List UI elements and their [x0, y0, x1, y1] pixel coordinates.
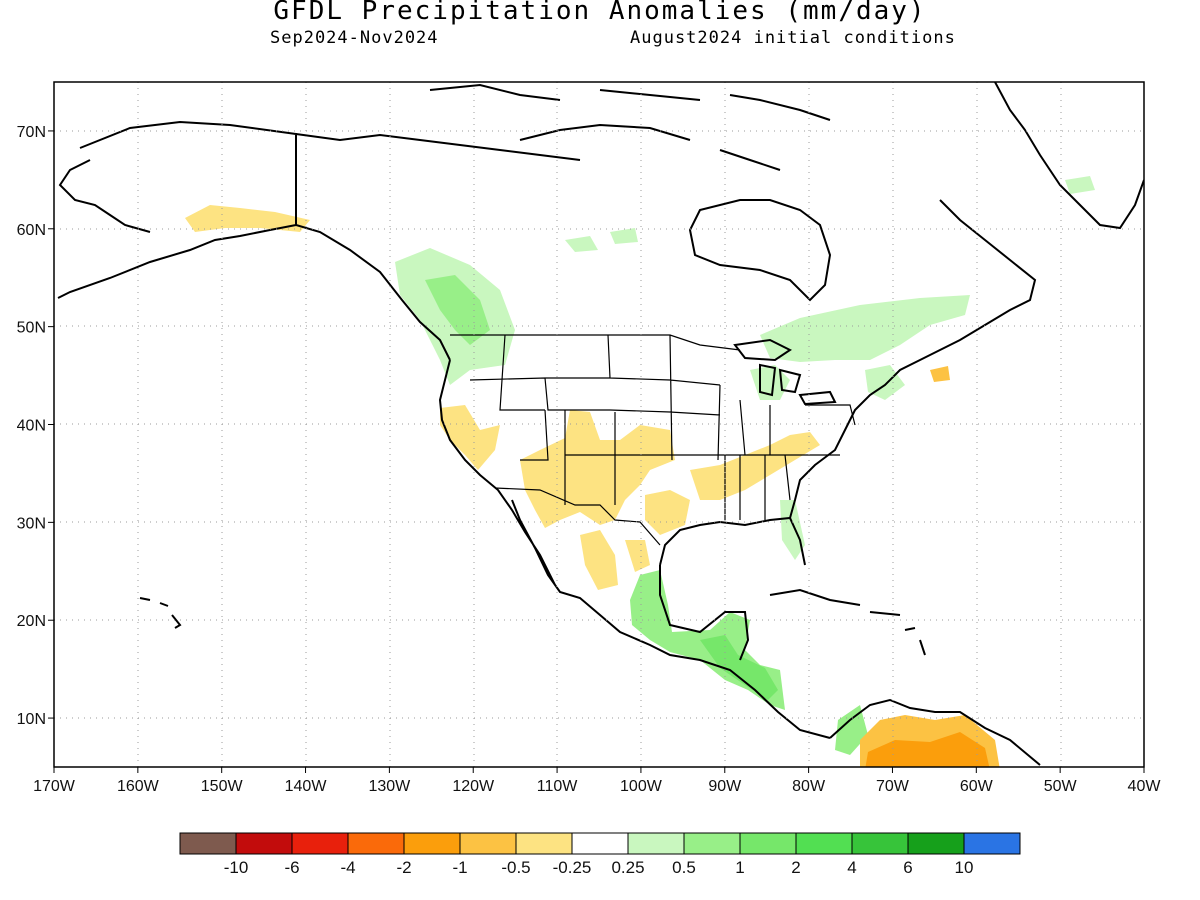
wet-area-southern-canada — [760, 295, 970, 362]
anomaly-shading — [185, 176, 1095, 767]
colorbar-label: 4 — [847, 858, 856, 877]
map-title: GFDL Precipitation Anomalies (mm/day) — [273, 0, 927, 26]
colorbar-label: 0.5 — [672, 858, 696, 877]
y-tick-label: 50N — [17, 320, 46, 337]
colorbar-label: 10 — [955, 858, 974, 877]
colorbar-swatch — [683, 832, 741, 855]
colorbar-label: 0.25 — [611, 858, 644, 877]
dry-area-southern-plains — [645, 490, 690, 535]
wet-area-nunavut — [610, 228, 638, 244]
caribbean-islands — [769, 588, 926, 656]
y-tick-label: 10N — [17, 711, 46, 728]
x-tick-label: 60W — [960, 778, 994, 795]
longitude-axis: 170W 160W 150W 140W 130W 120W 110W 100W 90W 80W 70… — [33, 767, 1161, 795]
colorbar-swatch — [851, 832, 909, 855]
arctic-islands — [429, 83, 831, 171]
colorbar-swatch — [515, 832, 573, 855]
y-tick-label: 20N — [17, 613, 46, 630]
dry-area-california — [440, 405, 500, 470]
colorbar-swatch — [627, 832, 685, 855]
state-lines — [469, 334, 856, 520]
colorbar-swatch — [235, 832, 293, 855]
x-tick-label: 140W — [285, 778, 328, 795]
colorbar-label: -10 — [224, 858, 249, 877]
y-tick-label: 40N — [17, 418, 46, 435]
y-tick-label: 60N — [17, 222, 46, 239]
colorbar-label: 2 — [791, 858, 800, 877]
x-tick-label: 130W — [368, 778, 411, 795]
colorbar-swatch — [739, 832, 797, 855]
gridlines — [54, 82, 1144, 767]
x-tick-label: 120W — [452, 778, 495, 795]
x-tick-label: 90W — [708, 778, 742, 795]
great-lakes — [733, 338, 837, 406]
colorbar-label: -0.25 — [553, 858, 592, 877]
greenland-coast — [994, 82, 1144, 230]
dry-area-mexico-interior — [580, 530, 618, 590]
colorbar-swatch — [907, 832, 965, 855]
colorbar-swatch — [459, 832, 517, 855]
hawaii — [139, 597, 182, 629]
colorbar-swatch — [963, 832, 1021, 855]
colorbar-swatch — [347, 832, 405, 855]
wet-area-florida — [780, 500, 805, 560]
arctic-coast — [295, 133, 581, 161]
hudson-bay — [688, 199, 832, 302]
x-tick-label: 70W — [876, 778, 910, 795]
wet-area-colombia — [835, 705, 868, 755]
dry-area-alaska — [185, 205, 310, 232]
colorbar-swatch — [795, 832, 853, 855]
us-canada-border — [450, 334, 741, 351]
colorbar-swatch — [179, 832, 237, 855]
latitude-axis: 70N 60N 50N 40N 30N 20N 10N — [17, 124, 54, 728]
colorbar-swatch — [291, 832, 349, 855]
forecast-period: Sep2024-Nov2024 — [270, 28, 439, 48]
colorbar-label: -2 — [396, 858, 411, 877]
coastlines — [57, 82, 1144, 766]
wet-area-hudson — [565, 236, 598, 252]
x-tick-label: 170W — [33, 778, 76, 795]
dry-area-mexico-east — [625, 540, 650, 572]
y-tick-label: 70N — [17, 124, 46, 141]
dry-area-venezuela-core — [865, 732, 990, 767]
us-mexico-border — [494, 487, 661, 546]
colorbar-label: 6 — [903, 858, 912, 877]
x-tick-label: 160W — [117, 778, 160, 795]
wet-area-bc-core — [425, 275, 490, 345]
alaska-coast — [57, 120, 451, 361]
west-coast — [438, 359, 831, 739]
colorbar-label: 1 — [735, 858, 744, 877]
dry-area-maritimes — [930, 366, 950, 382]
wet-area-central-america — [700, 635, 778, 700]
political-boundaries — [450, 334, 856, 546]
x-tick-label: 150W — [201, 778, 244, 795]
colorbar: -10 -6 -4 -2 -1 -0.5 -0.25 0.25 0.5 1 2 4 6 10 — [179, 832, 1021, 877]
colorbar-label: -0.5 — [501, 858, 530, 877]
colorbar-label: -6 — [284, 858, 299, 877]
y-tick-label: 30N — [17, 515, 46, 532]
x-tick-label: 110W — [537, 778, 579, 795]
x-tick-label: 100W — [620, 778, 663, 795]
x-tick-label: 50W — [1044, 778, 1078, 795]
colorbar-swatch — [571, 832, 629, 855]
colorbar-swatch — [403, 832, 461, 855]
gulf-coast — [659, 516, 806, 661]
plot-frame — [53, 81, 1145, 768]
initial-conditions: August2024 initial conditions — [630, 28, 956, 48]
colorbar-label: -4 — [340, 858, 355, 877]
dry-area-southeast — [690, 432, 820, 500]
wet-area-greenland — [1065, 176, 1095, 194]
x-tick-label: 80W — [792, 778, 826, 795]
east-coast — [789, 199, 1037, 519]
x-tick-label: 40W — [1128, 778, 1162, 795]
colorbar-label: -1 — [452, 858, 467, 877]
south-america-coast — [829, 698, 1041, 766]
map-layers — [54, 82, 1144, 767]
